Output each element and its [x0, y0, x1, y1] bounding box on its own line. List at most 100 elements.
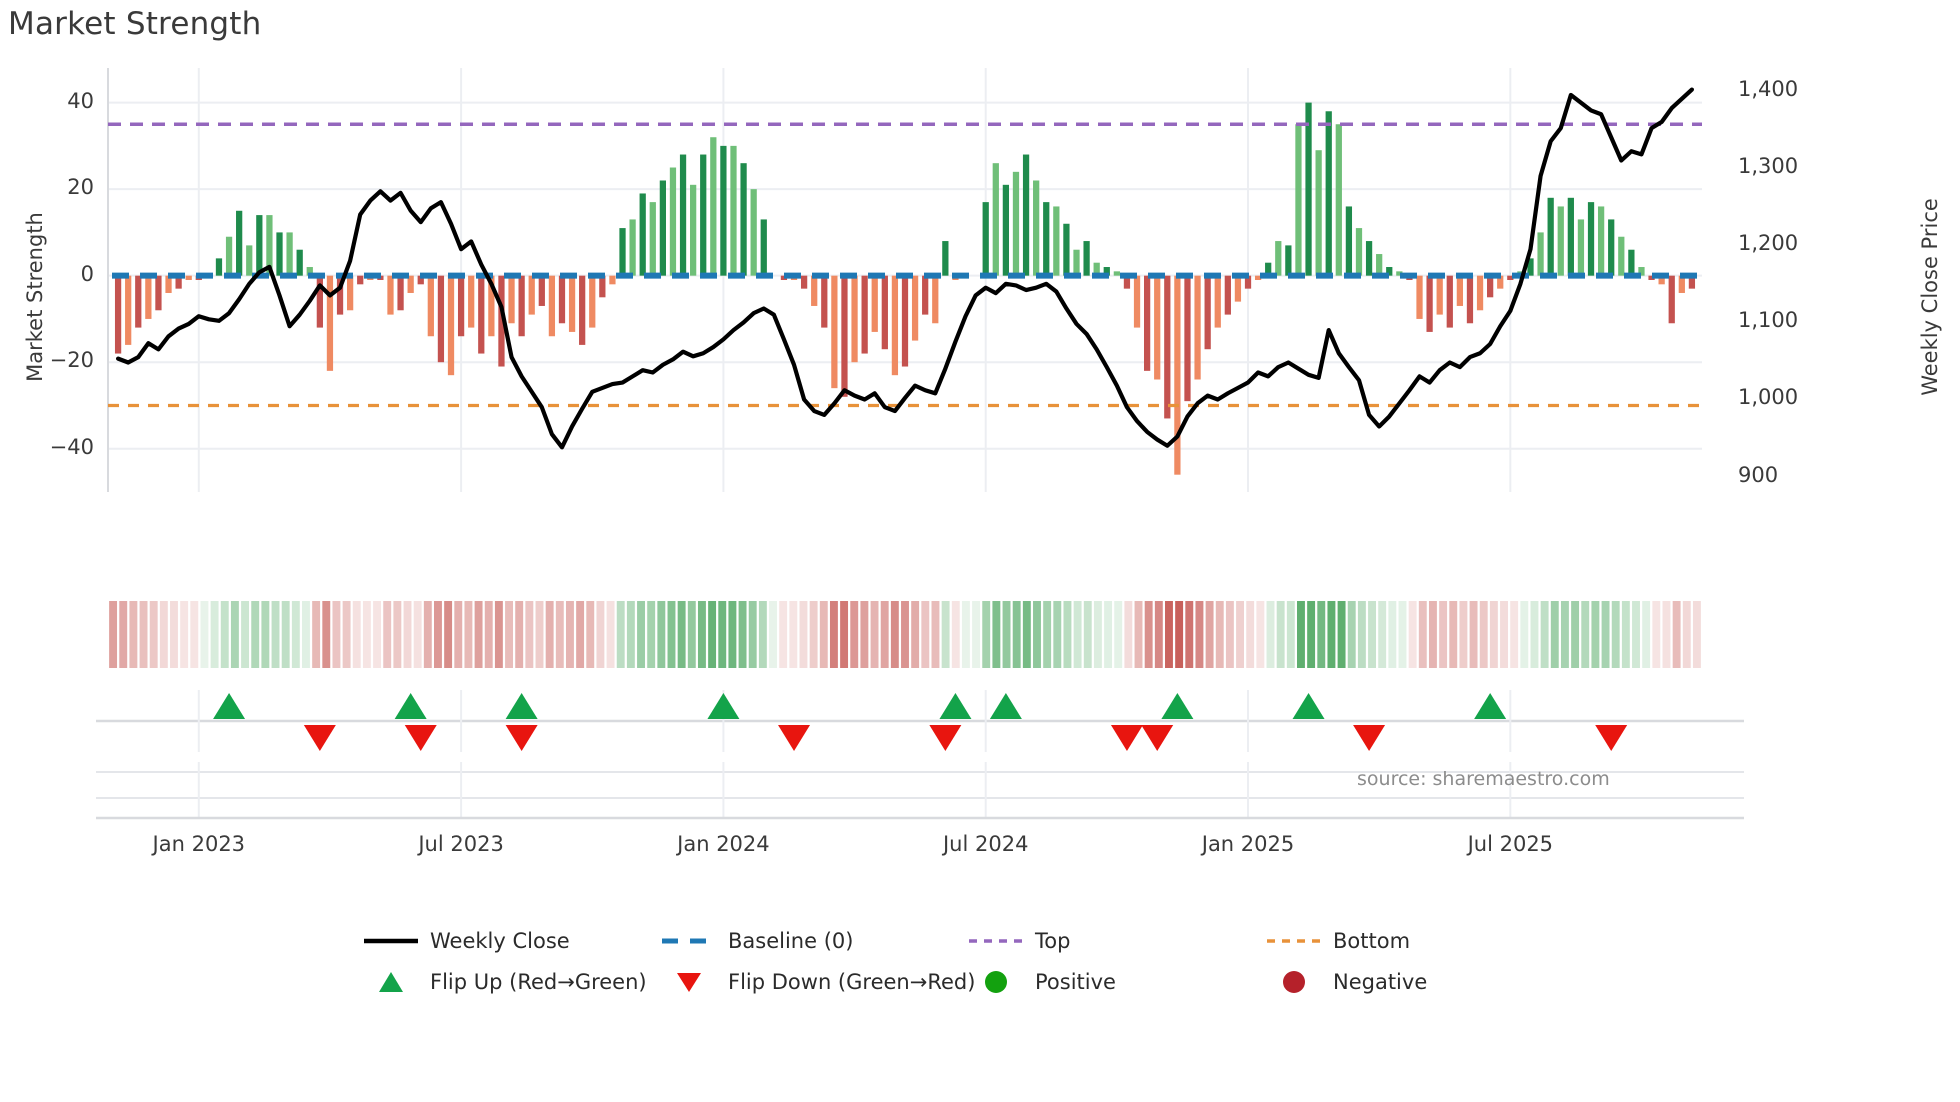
heatmap-cell	[1124, 601, 1133, 668]
bar-negative	[437, 275, 445, 363]
bar-negative	[114, 275, 122, 354]
bar-positive	[1376, 254, 1383, 276]
heatmap-cell	[829, 601, 838, 668]
heatmap-cell	[1388, 601, 1397, 668]
bar-negative	[881, 275, 888, 350]
flip-down-marker[interactable]	[404, 725, 437, 751]
flip-up-marker[interactable]	[989, 693, 1022, 719]
flip-up-marker[interactable]	[1474, 693, 1507, 719]
flip-up-marker[interactable]	[1292, 693, 1325, 719]
bar-negative	[891, 275, 899, 376]
flip-down-marker[interactable]	[303, 725, 336, 751]
legend-item[interactable]: Bottom	[1263, 928, 1410, 954]
bar-negative	[508, 275, 515, 324]
bar-negative	[1476, 275, 1484, 311]
flip-up-marker[interactable]	[707, 693, 740, 719]
legend-glyph	[965, 969, 1027, 995]
flip-down-marker[interactable]	[929, 725, 962, 751]
heatmap-cell	[190, 601, 199, 668]
heatmap-cell	[1063, 601, 1072, 668]
bar-negative	[1446, 275, 1453, 328]
bar-negative	[1426, 275, 1433, 332]
bar-positive	[246, 245, 253, 276]
flip-up-marker[interactable]	[505, 693, 538, 719]
flip-down-marker[interactable]	[1110, 725, 1143, 751]
bar-negative	[538, 275, 545, 306]
legend-label: Flip Up (Red→Green)	[430, 970, 647, 994]
heatmap-cell	[545, 601, 554, 668]
heatmap-cell	[1256, 601, 1265, 668]
legend-item[interactable]: Weekly Close	[360, 928, 570, 954]
heatmap-cell	[1591, 601, 1600, 668]
legend-item[interactable]: Flip Up (Red→Green)	[360, 969, 647, 995]
bar-negative	[165, 275, 172, 293]
bar-negative	[558, 275, 566, 324]
flip-up-marker[interactable]	[939, 693, 972, 719]
heatmap-cell	[637, 601, 645, 668]
bar-negative	[1164, 275, 1171, 419]
bar-negative	[397, 275, 404, 311]
heatmap-cell	[342, 601, 351, 668]
bar-negative	[407, 275, 414, 293]
flip-down-marker[interactable]	[1353, 725, 1386, 751]
bar-positive	[1567, 197, 1574, 276]
bar-positive	[649, 202, 656, 276]
flip-up-marker[interactable]	[1161, 693, 1194, 719]
flip-up-marker[interactable]	[394, 693, 427, 719]
heatmap-cell	[1337, 601, 1346, 668]
heatmap-cell	[281, 601, 290, 668]
flip-down-marker[interactable]	[1141, 725, 1174, 751]
triangle-down-icon	[677, 973, 701, 992]
bar-positive	[1355, 228, 1363, 276]
heatmap-cell	[362, 601, 371, 668]
heatmap-cell	[799, 601, 808, 668]
bar-positive	[1305, 102, 1312, 276]
legend-item[interactable]: Negative	[1263, 969, 1427, 995]
bar-negative	[346, 275, 354, 311]
heatmap-cell	[403, 601, 412, 668]
heatmap-cell	[1154, 601, 1163, 668]
heatmap-cell	[626, 601, 635, 668]
bar-negative	[911, 275, 919, 341]
bar-positive	[1053, 206, 1060, 276]
legend-item[interactable]: Baseline (0)	[658, 928, 853, 954]
bar-positive	[760, 219, 767, 276]
heatmap-cell	[890, 601, 899, 668]
bar-positive	[740, 163, 747, 276]
x-axis-tick: Jul 2024	[942, 832, 1029, 856]
bar-positive	[1073, 249, 1080, 276]
heatmap-cell	[1083, 601, 1092, 668]
bar-positive	[710, 137, 717, 276]
legend-item[interactable]: Top	[965, 928, 1070, 954]
y-axis-right-tick: 1,000	[1738, 385, 1799, 410]
heatmap-cell	[758, 601, 767, 668]
bar-positive	[1113, 271, 1120, 276]
bar-positive	[1063, 223, 1070, 276]
heatmap-cell	[1297, 601, 1305, 668]
bar-positive	[1315, 150, 1322, 276]
bar-positive	[276, 232, 283, 276]
chart-legend: Weekly Close Baseline (0) Top Bottom Flip U…	[360, 925, 1600, 1007]
bar-positive	[690, 184, 697, 276]
legend-item[interactable]: Flip Down (Green→Red)	[658, 969, 975, 995]
heatmap-cell	[1611, 601, 1620, 668]
bar-positive	[306, 267, 313, 276]
heatmap-cell	[413, 601, 422, 668]
flip-down-marker[interactable]	[778, 725, 811, 751]
heatmap-cell	[1672, 601, 1681, 668]
heatmap-cell	[484, 601, 493, 668]
bar-negative	[811, 275, 818, 306]
flip-down-marker[interactable]	[505, 725, 538, 751]
weekly-close-line	[115, 87, 1695, 450]
heatmap-cell	[241, 601, 250, 668]
heatmap-cell	[1165, 601, 1173, 668]
bar-positive	[1537, 232, 1544, 276]
legend-item[interactable]: Positive	[965, 969, 1116, 995]
heatmap-cell	[789, 601, 798, 668]
bar-negative	[780, 275, 788, 280]
flip-down-marker[interactable]	[1595, 725, 1628, 751]
bar-negative	[336, 275, 344, 315]
flip-up-marker[interactable]	[213, 693, 246, 719]
heatmap-cell	[1540, 601, 1549, 668]
